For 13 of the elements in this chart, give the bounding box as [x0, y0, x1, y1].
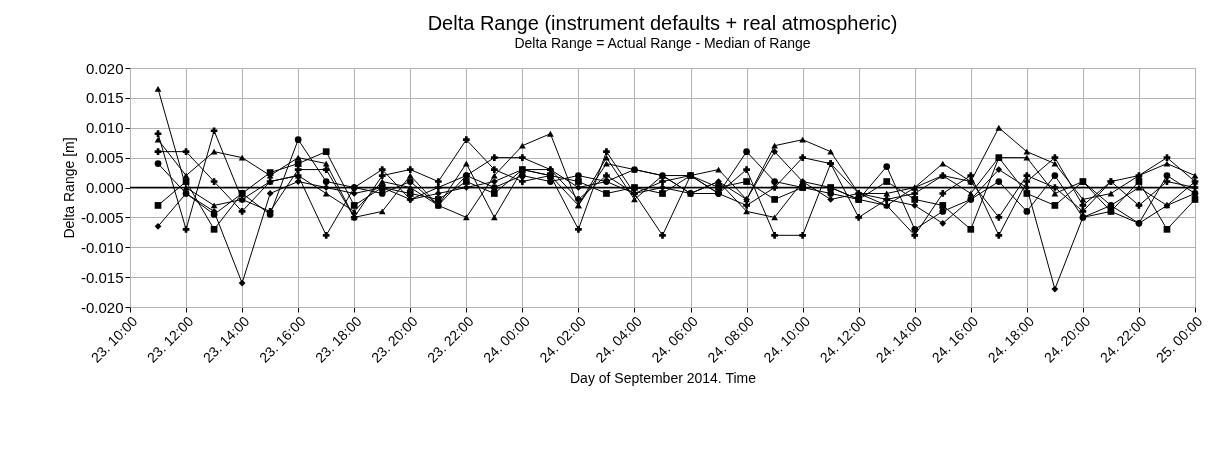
- y-tick-label: -0.005: [80, 208, 124, 226]
- y-tick-label: 0.015: [85, 89, 124, 107]
- y-tick-label: 0.020: [85, 59, 124, 77]
- y-tick-label: -0.015: [80, 268, 124, 286]
- y-tick-label: -0.010: [80, 238, 124, 256]
- y-tick-label: 0.000: [85, 179, 124, 196]
- chart-subtitle: Delta Range = Actual Range - Median of Range: [514, 35, 811, 51]
- y-axis-title: Delta Range [m]: [60, 137, 77, 239]
- chart-title: Delta Range (instrument defaults + real atmospheric): [427, 12, 898, 34]
- y-tick-label: -0.020: [80, 298, 124, 316]
- y-tick-label: 0.010: [85, 119, 124, 137]
- y-tick-label: 0.005: [85, 149, 124, 167]
- x-axis-title: Day of September 2014. Time: [570, 369, 757, 386]
